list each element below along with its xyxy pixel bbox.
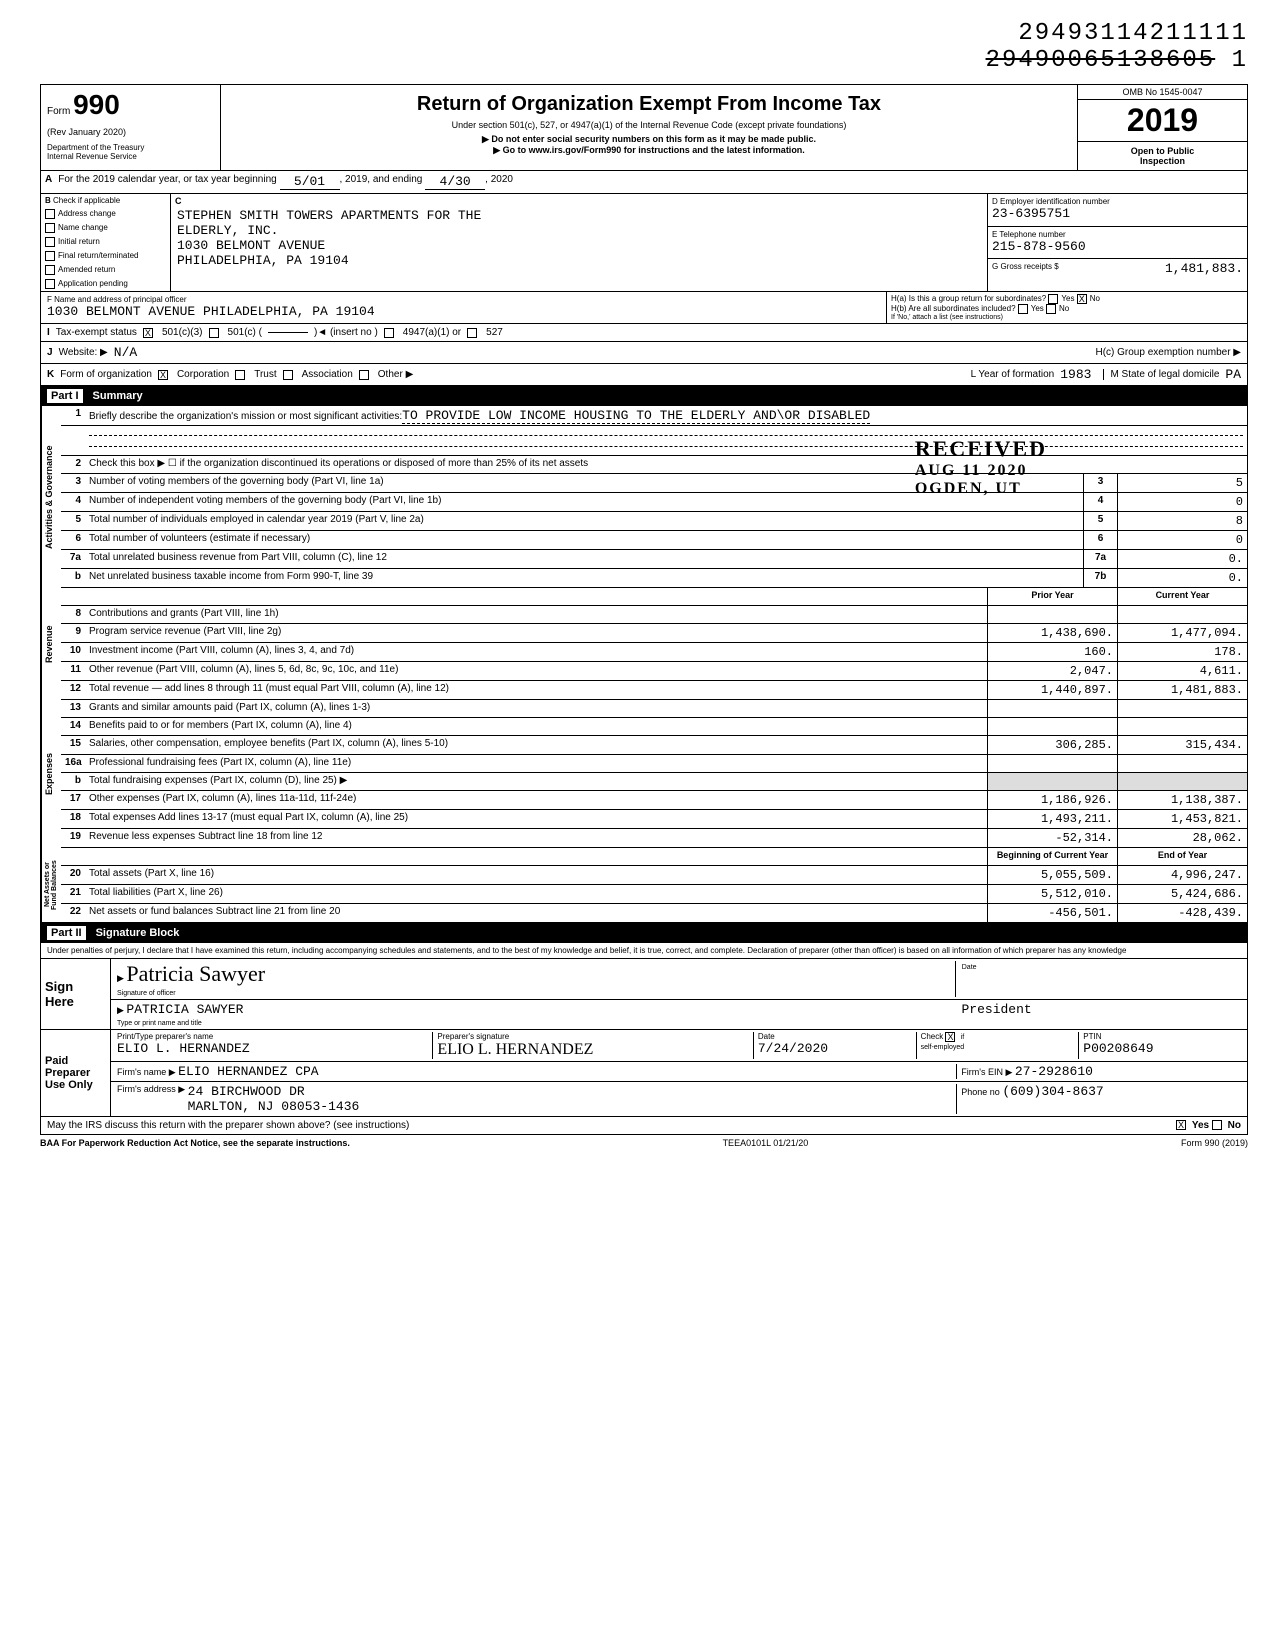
net-assets-section: Net Assets or Fund Balances Beginning of… [40,848,1248,923]
tax-year: 2019 [1078,100,1247,142]
preparer-name: ELIO L. HERNANDEZ [117,1041,250,1056]
checkbox[interactable] [45,251,55,261]
phone: 215-878-9560 [992,239,1086,254]
row-j: JWebsite: ▶ N/A H(c) Group exemption num… [40,342,1248,364]
revenue-section: Revenue Prior YearCurrent Year 8Contribu… [40,588,1248,700]
perjury-statement: Under penalties of perjury, I declare th… [40,943,1248,959]
form-number: Form 990 [47,89,214,121]
form-title: Return of Organization Exempt From Incom… [227,93,1071,116]
org-address: 1030 BELMONT AVENUE PHILADELPHIA, PA 191… [177,238,981,268]
row-k: KForm of organization XCorporation Trust… [40,364,1248,386]
checkbox[interactable] [45,223,55,233]
officer-signature: Patricia Sawyer [126,961,265,986]
ptin: P00208649 [1083,1041,1153,1056]
row-i: ITax-exempt status X501(c)(3) 501(c) ()◄… [40,324,1248,342]
part-1-header: Part ISummary [40,386,1248,406]
checkbox[interactable] [45,237,55,247]
preparer-signature: ELIO L. HERNANDEZ [437,1041,593,1058]
expenses-section: Expenses 13Grants and similar amounts pa… [40,700,1248,848]
code-b: 29490065138605 [986,47,1216,74]
paid-preparer-block: Paid Preparer Use Only Print/Type prepar… [40,1030,1248,1117]
activities-governance: Activities & Governance 1Briefly describ… [40,406,1248,588]
checkbox[interactable] [45,209,55,219]
sign-here-block: Sign Here ▶ Patricia SawyerSignature of … [40,959,1248,1030]
officer-row: F Name and address of principal officer … [40,292,1248,324]
org-name: STEPHEN SMITH TOWERS APARTMENTS FOR THE … [177,208,981,238]
top-codes: 29493114211111 29490065138605 1 [40,20,1248,74]
ein: 23-6395751 [992,206,1070,221]
form-header: Form 990 (Rev January 2020) Department o… [40,84,1248,171]
entity-block: B Check if applicable Address change Nam… [40,194,1248,292]
received-stamp: RECEIVED AUG 11 2020 OGDEN, UT [915,436,1047,498]
code-a: 29493114211111 [40,20,1248,47]
row-a: A For the 2019 calendar year, or tax yea… [40,171,1248,194]
checkbox[interactable] [45,279,55,289]
gross-receipts: 1,481,883. [1165,261,1243,276]
checkbox[interactable] [45,265,55,275]
page-footer: BAA For Paperwork Reduction Act Notice, … [40,1135,1248,1151]
part-2-header: Part IISignature Block [40,923,1248,943]
discuss-row: May the IRS discuss this return with the… [40,1117,1248,1135]
officer-name: PATRICIA SAWYER [126,1002,243,1017]
omb-number: OMB No 1545-0047 [1078,85,1247,100]
